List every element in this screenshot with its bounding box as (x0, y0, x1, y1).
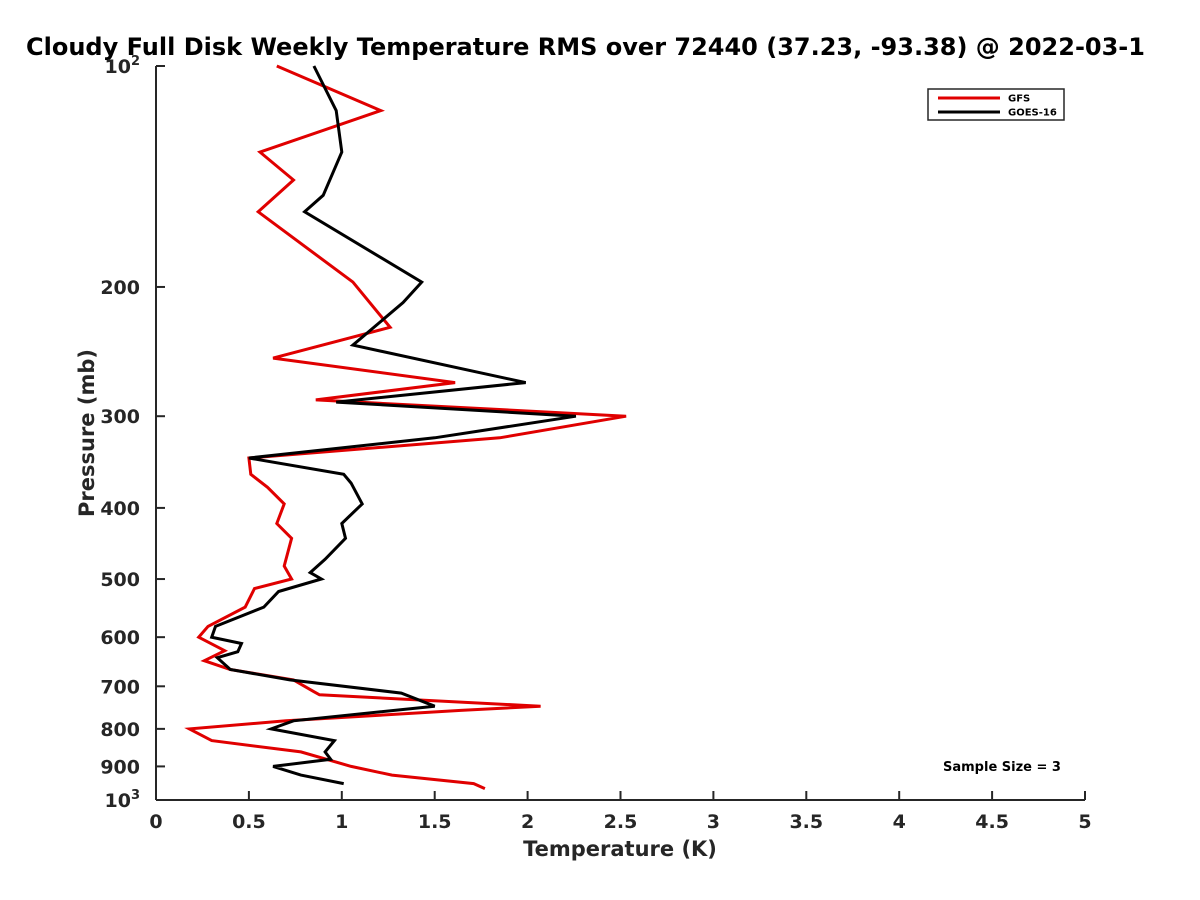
y-tick-label: 700 (100, 676, 140, 698)
x-tick-label: 0 (149, 811, 162, 833)
x-tick-label: 2 (521, 811, 534, 833)
x-tick-label: 5 (1078, 811, 1091, 833)
series-layer (184, 64, 627, 790)
y-tick-label: 400 (100, 498, 140, 520)
y-axis-label: Pressure (mb) (75, 349, 99, 517)
y-tick-label: 102 (105, 54, 141, 78)
y-tick-label: 500 (100, 569, 140, 591)
x-tick-label: 3 (707, 811, 720, 833)
y-tick-label: 800 (100, 719, 140, 741)
y-tick-label: 103 (105, 788, 141, 812)
legend-box (927, 88, 1065, 121)
series-line-1 (184, 64, 627, 790)
series-line-2 (209, 65, 577, 786)
x-axis-label: Temperature (K) (523, 837, 717, 861)
y-tick-label: 600 (100, 627, 140, 649)
y-tick-label: 900 (100, 756, 140, 778)
y-tick-label: 300 (100, 406, 140, 428)
x-tick-label: 2.5 (604, 811, 638, 833)
legend: GFS GOES-16 (927, 88, 1065, 121)
x-tick-label: 0.5 (232, 811, 266, 833)
legend-label-1: GFS (1008, 94, 1030, 105)
x-tick-label: 1.5 (418, 811, 452, 833)
chart-title: Cloudy Full Disk Weekly Temperature RMS … (26, 33, 1145, 61)
x-ticks: 0 0.5 1 1.5 2 2.5 3 3.5 4 4.5 5 (149, 791, 1092, 833)
x-tick-label: 1 (335, 811, 348, 833)
sample-size-note: Sample Size = 3 (943, 760, 1061, 775)
y-tick-label: 200 (100, 277, 140, 299)
x-tick-label: 4.5 (975, 811, 1009, 833)
legend-label-2: GOES-16 (1008, 108, 1057, 119)
y-ticks: 102 200 300 400 500 600 700 800 900 103 (100, 54, 165, 812)
x-tick-label: 4 (893, 811, 906, 833)
x-tick-label: 3.5 (789, 811, 823, 833)
